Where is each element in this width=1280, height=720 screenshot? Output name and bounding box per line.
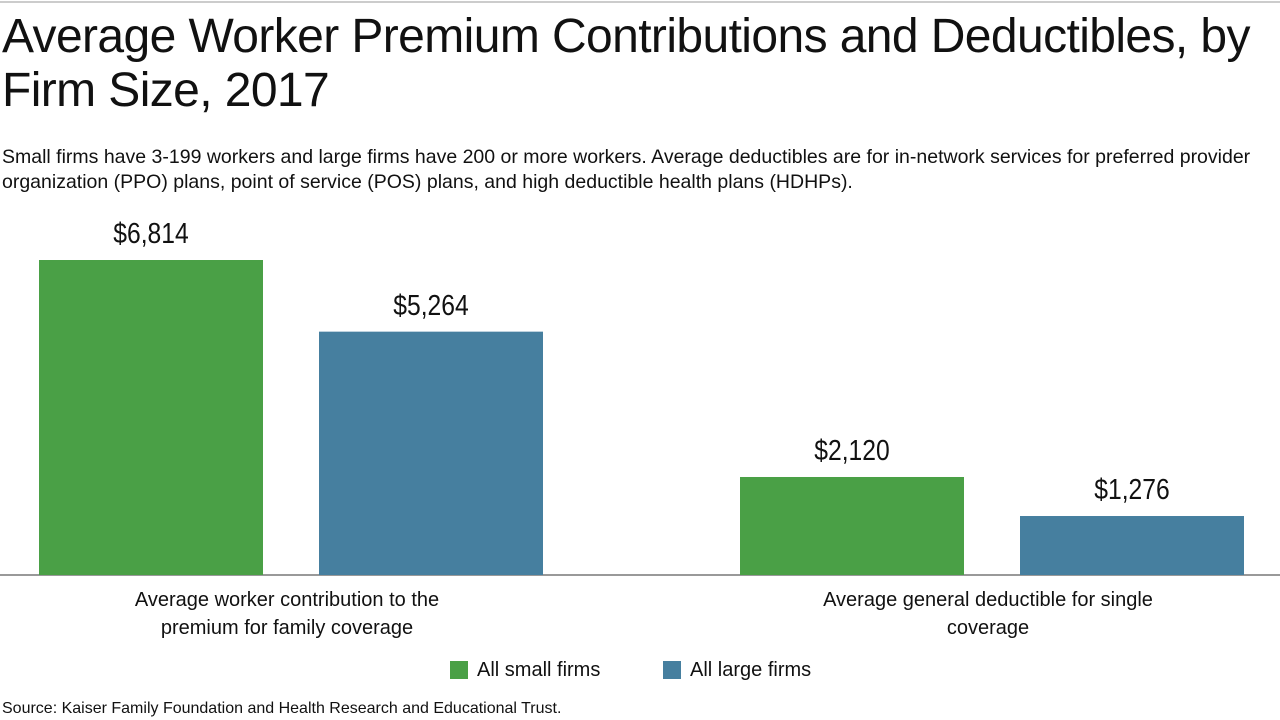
value-label: $2,120	[814, 434, 890, 467]
chart-title: Average Worker Premium Contributions and…	[2, 10, 1251, 117]
value-label: $1,276	[1094, 474, 1170, 506]
legend-label: All large firms	[690, 659, 812, 681]
legend-swatch	[450, 661, 468, 679]
chart-subtitle: Small firms have 3-199 workers and large…	[2, 146, 1251, 193]
legend-label: All small firms	[477, 659, 601, 681]
bar	[319, 331, 543, 575]
x-tick-label: Average general deductible for single co…	[823, 589, 1153, 639]
value-label: $5,264	[393, 289, 469, 322]
bar	[39, 260, 263, 575]
legend-swatch	[663, 661, 681, 679]
bar	[1020, 516, 1244, 575]
x-tick-label: Average worker contribution to the premi…	[134, 589, 440, 639]
bar	[740, 476, 964, 575]
value-label: $6,814	[113, 218, 189, 250]
source: Source: Kaiser Family Foundation and Hea…	[2, 700, 562, 717]
